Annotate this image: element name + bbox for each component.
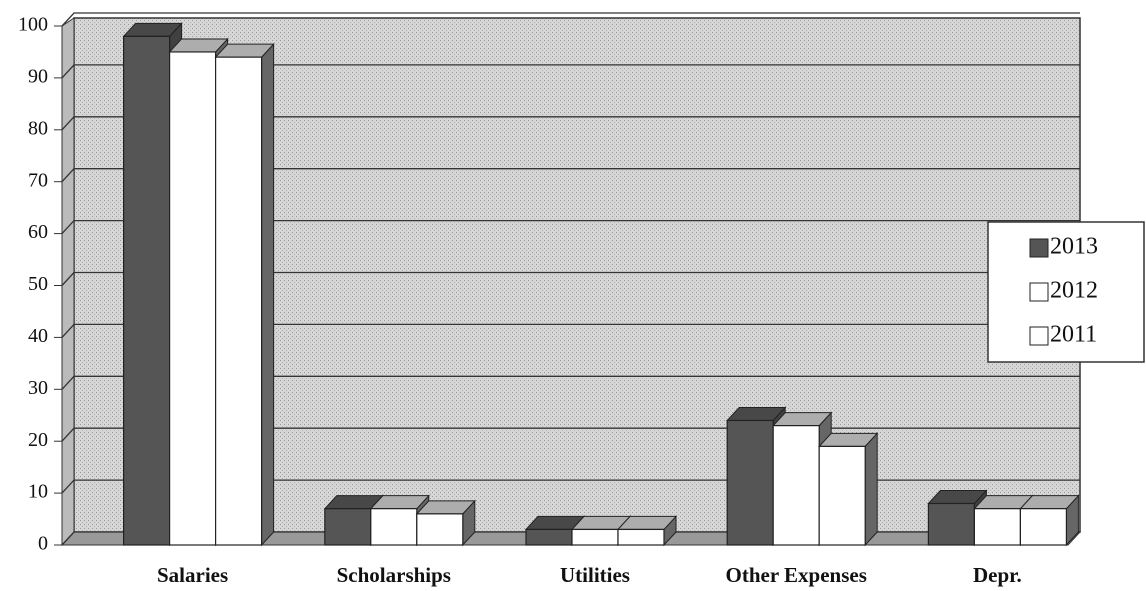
grid-line	[61, 168, 1080, 183]
legend-swatch	[1029, 238, 1049, 258]
y-tick-label: 20	[28, 429, 48, 451]
grid-line	[61, 64, 1080, 79]
y-tick-label: 100	[18, 14, 48, 36]
y-tick-label: 80	[28, 117, 48, 139]
bar	[772, 425, 820, 546]
grid-line	[61, 219, 1080, 235]
bar	[215, 56, 263, 546]
bar	[927, 502, 976, 546]
x-tick-label: Utilities	[560, 563, 630, 587]
bar	[726, 419, 774, 546]
bar	[370, 508, 418, 546]
legend-label: 2013	[1050, 234, 1098, 260]
y-tick-label: 30	[28, 377, 48, 399]
legend-label: 2012	[1050, 278, 1098, 304]
y-tick-label: 50	[28, 273, 48, 295]
bar	[973, 508, 1022, 546]
legend-label: 2011	[1050, 322, 1097, 348]
y-tick-label: 10	[28, 481, 48, 503]
bar	[525, 528, 573, 546]
legend-swatch	[1029, 326, 1049, 346]
bar	[571, 528, 619, 546]
x-tick-label: Depr.	[973, 563, 1022, 587]
bar-side	[261, 42, 275, 547]
x-tick-label: Salaries	[157, 563, 228, 587]
grid-line	[61, 271, 1080, 286]
grid-line	[61, 323, 1080, 338]
bar	[416, 513, 464, 546]
y-tick-label: 60	[28, 221, 48, 243]
grid-line	[61, 12, 1080, 27]
bar	[324, 508, 372, 546]
bar-side	[864, 432, 878, 547]
y-tick-label: 70	[28, 169, 48, 191]
legend-box	[987, 221, 1145, 363]
bar	[169, 51, 217, 546]
grid-line	[61, 116, 1080, 131]
y-tick-label: 0	[38, 533, 48, 555]
side-wall	[61, 17, 75, 547]
bar	[122, 35, 171, 546]
x-tick-label: Scholarships	[337, 563, 451, 587]
bar	[1019, 508, 1068, 546]
x-tick-label: Other Expenses	[726, 563, 867, 587]
y-tick-label: 90	[28, 65, 48, 87]
bar	[818, 445, 866, 546]
legend-swatch	[1029, 282, 1049, 302]
grid-line	[61, 375, 1080, 390]
y-tick-label: 40	[28, 325, 48, 347]
bar	[617, 528, 665, 546]
